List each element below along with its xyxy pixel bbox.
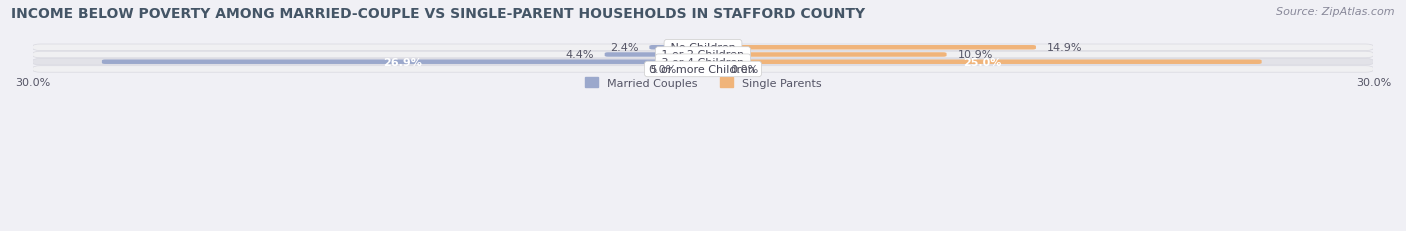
FancyBboxPatch shape (605, 53, 703, 58)
Text: 1 or 2 Children: 1 or 2 Children (658, 50, 748, 60)
Text: INCOME BELOW POVERTY AMONG MARRIED-COUPLE VS SINGLE-PARENT HOUSEHOLDS IN STAFFOR: INCOME BELOW POVERTY AMONG MARRIED-COUPL… (11, 7, 865, 21)
Text: 0.0%: 0.0% (730, 65, 758, 75)
Text: 14.9%: 14.9% (1047, 43, 1083, 53)
Text: No Children: No Children (666, 43, 740, 53)
FancyBboxPatch shape (32, 59, 1374, 66)
FancyBboxPatch shape (32, 66, 1374, 73)
Text: 25.0%: 25.0% (963, 58, 1001, 67)
FancyBboxPatch shape (32, 45, 1374, 51)
Text: 3 or 4 Children: 3 or 4 Children (658, 58, 748, 67)
FancyBboxPatch shape (101, 60, 703, 65)
FancyBboxPatch shape (650, 46, 703, 50)
Text: Source: ZipAtlas.com: Source: ZipAtlas.com (1277, 7, 1395, 17)
FancyBboxPatch shape (703, 60, 1261, 65)
Legend: Married Couples, Single Parents: Married Couples, Single Parents (581, 74, 825, 93)
Text: 0.0%: 0.0% (648, 65, 676, 75)
Text: 2.4%: 2.4% (610, 43, 638, 53)
Text: 26.9%: 26.9% (382, 58, 422, 67)
FancyBboxPatch shape (703, 53, 946, 58)
Text: 5 or more Children: 5 or more Children (647, 65, 759, 75)
FancyBboxPatch shape (32, 52, 1374, 58)
Text: 10.9%: 10.9% (957, 50, 993, 60)
FancyBboxPatch shape (703, 46, 1036, 50)
Text: 4.4%: 4.4% (565, 50, 593, 60)
